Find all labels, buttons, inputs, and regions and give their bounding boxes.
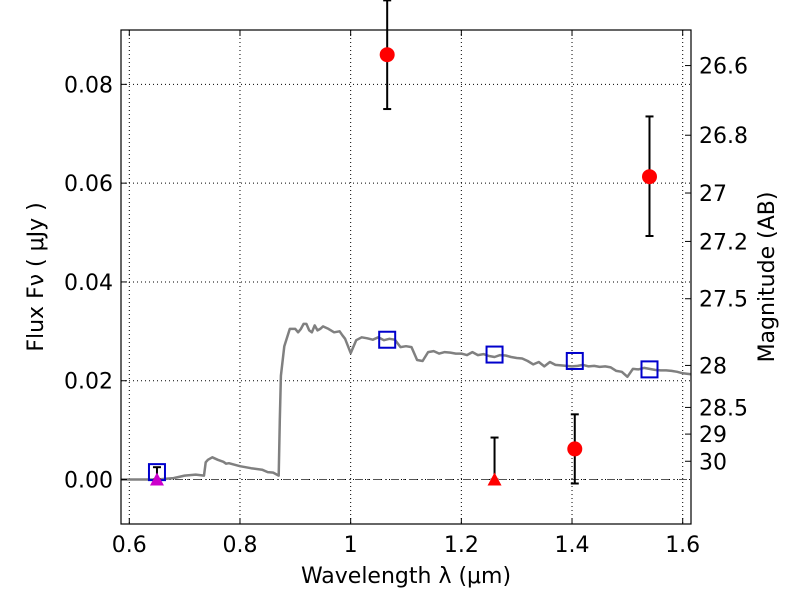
data-series: [121, 0, 692, 486]
y-axis-label: Flux Fν ( μJy ): [24, 202, 49, 351]
magnitude-tick-label: 26.6: [699, 55, 748, 80]
magnitude-tick-label: 27.5: [699, 288, 748, 313]
model-photometry-square: [378, 330, 397, 349]
magnitude-tick-label: 27: [699, 182, 727, 207]
x-axis-label: Wavelength λ (μm): [301, 564, 511, 589]
magnitude-tick-label: 27.2: [699, 230, 748, 255]
y-tick-label: 0.04: [64, 271, 113, 296]
magnitude-tick-label: 26.8: [699, 124, 748, 149]
magnitude-tick-label: 29: [699, 423, 727, 448]
magnitude-tick-label: 30: [699, 450, 727, 475]
detection-point: [567, 441, 583, 457]
plot-frame: [120, 29, 692, 525]
grid-lines: [121, 30, 691, 524]
y-tick-label: 0.08: [64, 73, 113, 98]
x-tick-label: 1.2: [444, 533, 479, 558]
detection-point: [641, 169, 657, 185]
sed-model-line: [121, 322, 692, 481]
axis-ticks: 0.6 0.8 1 1.2 1.4 1.6 0.00 0.02 0.04 0.06 0.08 26.6…: [64, 30, 748, 558]
x-tick-label: 0.6: [112, 533, 147, 558]
x-tick-label: 1: [344, 533, 358, 558]
x-tick-label: 1.4: [555, 533, 590, 558]
right-axis-label: Magnitude (AB): [755, 192, 780, 363]
model-photometry-square: [565, 351, 584, 370]
upper-limit-triangle: [149, 472, 164, 486]
y-tick-label: 0.06: [64, 172, 113, 197]
model-photometry-square: [640, 360, 659, 379]
model-photometry-square: [485, 345, 504, 364]
x-tick-label: 1.6: [665, 533, 700, 558]
x-tick-label: 0.8: [222, 533, 257, 558]
magnitude-tick-label: 28: [699, 354, 727, 379]
y-tick-label: 0.02: [64, 370, 113, 395]
upper-limit-triangle: [487, 472, 502, 486]
magnitude-tick-label: 28.5: [699, 396, 748, 421]
detection-point: [379, 47, 395, 63]
y-tick-label: 0.00: [64, 469, 113, 494]
